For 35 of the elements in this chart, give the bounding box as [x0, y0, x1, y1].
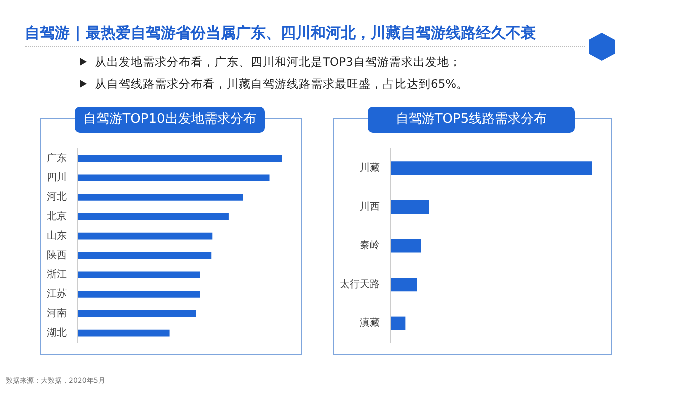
bar [78, 194, 244, 201]
bar [78, 310, 196, 318]
chart-title: 自驾游TOP10出发地需求分布 [75, 107, 265, 133]
text: 从出发地需求分布看，广东、四川和河北是TOP3自驾游需求出发地； [95, 55, 462, 69]
y-tick-label: 川藏 [360, 162, 380, 174]
bar [78, 252, 212, 260]
bar [391, 200, 430, 214]
text: 自驾游 | 最热爱自驾游省份当属广东、四川和河北，川藏自驾游线路经久不衰 [25, 24, 536, 43]
text: 从自驾线路需求分布看，川藏自驾游线路需求最旺盛，占比达到65%。 [95, 77, 469, 91]
bar [78, 330, 170, 337]
y-tick-label: 河北 [47, 191, 67, 204]
bar [391, 162, 592, 176]
bar [78, 214, 229, 220]
bar [391, 278, 418, 292]
y-tick-label: 北京 [47, 210, 67, 222]
y-tick-label: 陕西 [47, 249, 67, 262]
y-tick-label: 四川 [47, 172, 67, 184]
bar [78, 272, 200, 278]
y-tick-label: 川西 [360, 200, 380, 213]
y-tick-label: 河南 [47, 307, 67, 320]
y-tick-label: 浙江 [47, 268, 67, 281]
bar [78, 232, 213, 240]
bar [391, 239, 422, 253]
bar [391, 316, 406, 330]
bar [78, 291, 200, 298]
y-tick-label: 秦岭 [360, 240, 380, 252]
y-tick-label: 山东 [47, 230, 67, 242]
bar [78, 155, 282, 162]
y-tick-label: 湖北 [47, 326, 67, 339]
bar [78, 174, 270, 182]
y-tick-label: 太行天路 [340, 278, 380, 290]
y-tick-label: 江苏 [47, 288, 67, 300]
y-tick-label: 广东 [47, 152, 67, 164]
chart-title: 自驾游TOP5线路需求分布 [368, 107, 575, 133]
y-tick-label: 滇藏 [360, 317, 380, 330]
